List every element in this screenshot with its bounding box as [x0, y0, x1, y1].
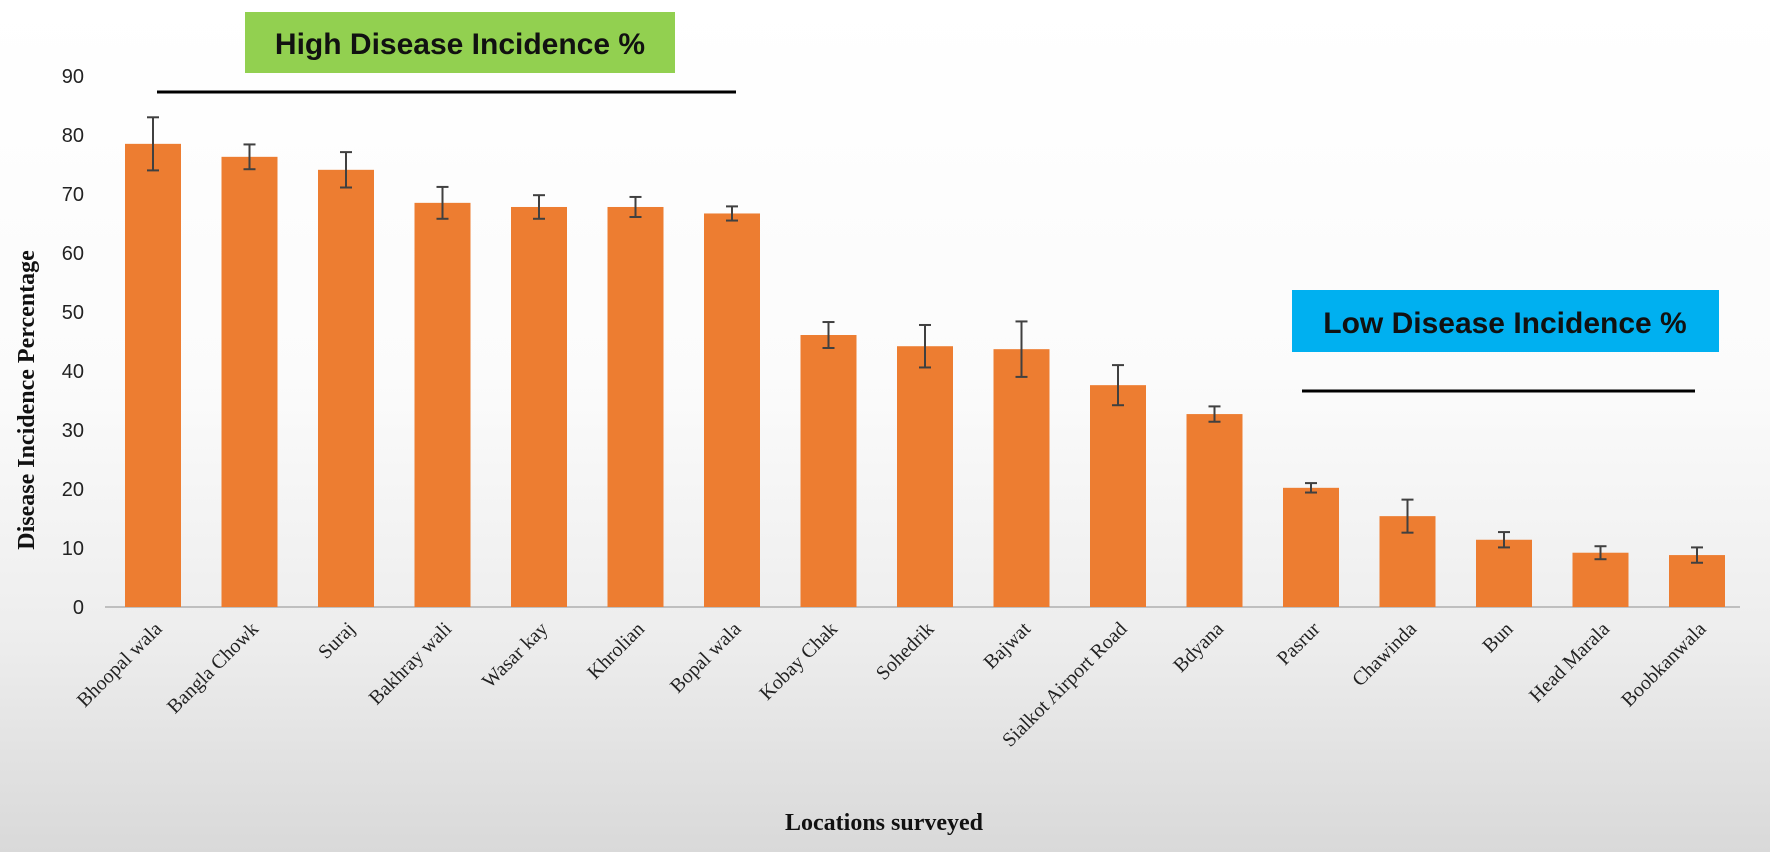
y-tick-label: 70	[62, 184, 84, 206]
y-axis-ticks: 0 10 20 30 40 50 60 70 80 90	[62, 66, 84, 619]
y-tick-label: 40	[62, 361, 84, 383]
error-bar	[1498, 531, 1510, 549]
bar	[125, 143, 181, 607]
y-tick-label: 30	[62, 420, 84, 442]
bar	[1476, 539, 1532, 607]
error-bar	[1112, 364, 1124, 407]
x-tick-label: Bopal wala	[666, 618, 746, 698]
x-tick-label: Head Marala	[1525, 618, 1614, 707]
error-bar	[726, 205, 738, 222]
error-bar	[1015, 320, 1028, 378]
y-tick-label: 0	[73, 597, 84, 619]
bar	[704, 213, 760, 607]
x-tick-label: Bangla Chowk	[163, 618, 263, 718]
bar	[897, 346, 953, 607]
bar	[1090, 385, 1146, 607]
bar	[993, 349, 1050, 607]
error-bar	[533, 194, 545, 220]
low-incidence-banner-box	[1292, 290, 1719, 352]
error-bar	[1208, 405, 1221, 423]
x-tick-label: Khrolian	[583, 618, 649, 684]
bar	[607, 206, 664, 608]
bar	[800, 335, 857, 607]
bar	[221, 156, 278, 607]
x-tick-label: Wasar kay	[478, 618, 553, 693]
x-tick-label: Bajwat	[979, 618, 1035, 674]
y-tick-label: 20	[62, 479, 84, 501]
y-axis-title: Disease Incidence Percentage	[14, 250, 40, 550]
bar	[1572, 552, 1629, 607]
bars-group	[125, 143, 1725, 608]
y-tick-label: 90	[62, 66, 84, 88]
error-bar	[629, 195, 642, 219]
error-bars-group	[147, 116, 1703, 564]
x-tick-label: Pasrur	[1273, 618, 1325, 670]
error-bar	[340, 151, 352, 189]
x-tick-label: Bakhray wali	[365, 618, 457, 710]
error-bar	[1691, 546, 1703, 564]
x-tick-label: Bun	[1478, 618, 1517, 657]
error-bar	[147, 116, 159, 172]
error-bar	[436, 185, 449, 220]
y-tick-label: 50	[62, 302, 84, 324]
bar	[1186, 414, 1243, 607]
high-incidence-label: High Disease Incidence %	[275, 28, 645, 61]
x-tick-label: Boobkanwala	[1617, 618, 1710, 711]
error-bar	[919, 323, 931, 369]
x-tick-label: Suraj	[314, 618, 359, 663]
x-tick-label: Bhoopal wala	[73, 618, 167, 712]
low-incidence-banner: Low Disease Incidence %	[1292, 290, 1719, 352]
bar	[318, 169, 374, 607]
bar	[1283, 487, 1339, 607]
error-bar	[822, 321, 835, 349]
error-bar	[1305, 482, 1317, 494]
y-tick-label: 60	[62, 243, 84, 265]
x-tick-label: Chawinda	[1348, 618, 1421, 691]
high-incidence-banner-box	[245, 12, 675, 73]
x-tick-label: Bdyana	[1169, 618, 1228, 677]
y-tick-label: 10	[62, 538, 84, 560]
low-incidence-label: Low Disease Incidence %	[1323, 307, 1686, 340]
x-tick-label: Kobay Chak	[755, 618, 842, 705]
error-bar	[1401, 498, 1414, 534]
y-tick-label: 80	[62, 125, 84, 147]
error-bar	[1594, 545, 1607, 561]
error-bar	[243, 143, 256, 171]
x-tick-label: Sohedrik	[872, 618, 939, 685]
bar	[511, 206, 567, 608]
x-axis-title: Locations surveyed	[785, 810, 984, 836]
bar	[414, 202, 471, 607]
high-incidence-banner: High Disease Incidence %	[245, 12, 675, 73]
